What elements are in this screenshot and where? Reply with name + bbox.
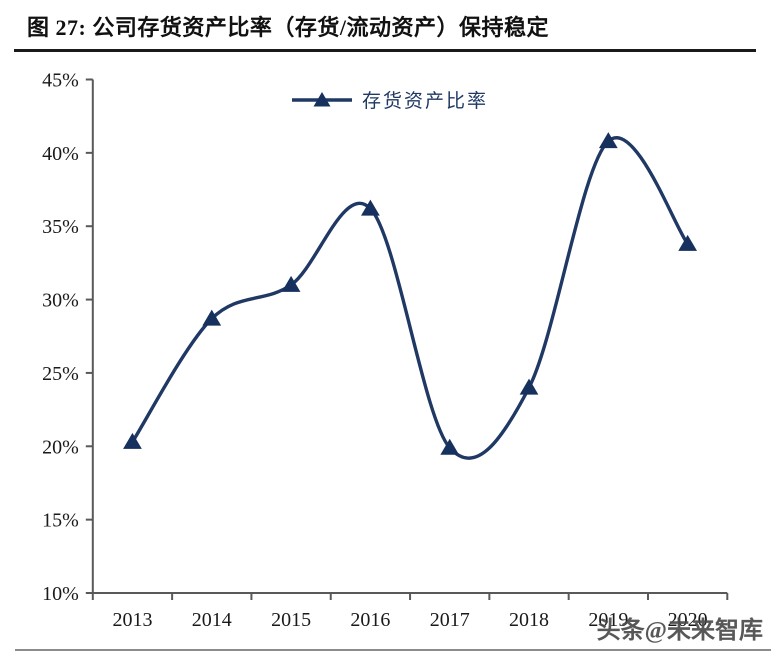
legend: 存货资产比率 [292,90,488,112]
triangle-marker [678,234,698,251]
x-tick-label: 2018 [509,609,549,631]
y-axis: 10% 15% 20% 25% 30% 35% 40% 45% [42,70,94,605]
triangle-marker [281,275,301,292]
triangle-marker [202,309,222,326]
x-axis: 2013 2014 2015 2016 2017 2018 2019 2020 [91,592,729,631]
figure-title: 图 27: 公司存货资产比率（存货/流动资产）保持稳定 [27,15,549,40]
watermark-text: 头条@未来智库 [596,618,763,644]
y-tick-label: 35% [42,216,79,238]
x-tick-label: 2016 [350,609,390,631]
y-tick-label: 40% [42,143,79,165]
x-tick-label: 2020 [668,609,708,631]
title-underline [14,49,756,52]
y-tick-label: 45% [42,70,79,92]
series-line [130,136,690,460]
footer-divider [15,649,771,651]
x-tick-label: 2014 [192,609,232,631]
y-tick-label: 30% [42,290,79,312]
y-tick-label: 25% [42,363,79,385]
x-tick-label: 2019 [588,609,628,631]
x-tick-label: 2015 [271,609,311,631]
x-tick-label: 2013 [112,609,152,631]
legend-label: 存货资产比率 [362,90,488,112]
series-markers [123,132,698,455]
triangle-marker [361,199,380,216]
triangle-marker [519,378,539,395]
y-tick-label: 10% [42,583,79,605]
y-tick-label: 15% [42,510,79,532]
triangle-marker [598,132,618,149]
triangle-marker [440,438,460,455]
y-tick-label: 20% [42,436,79,458]
x-tick-label: 2017 [430,609,470,631]
legend-marker [313,92,331,107]
triangle-marker [123,432,142,449]
